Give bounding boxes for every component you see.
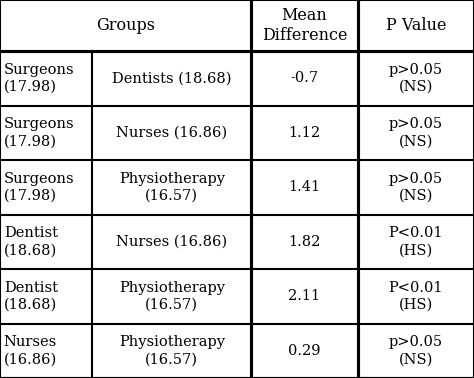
Text: 1.82: 1.82 (288, 235, 321, 249)
Text: p>0.05
(NS): p>0.05 (NS) (389, 117, 443, 149)
Text: Dentists (18.68): Dentists (18.68) (112, 71, 232, 85)
Text: p>0.05
(NS): p>0.05 (NS) (389, 172, 443, 203)
Text: P<0.01
(HS): P<0.01 (HS) (389, 226, 443, 257)
Text: Groups: Groups (96, 17, 155, 34)
Text: Nurses
(16.86): Nurses (16.86) (4, 335, 57, 366)
Text: P<0.01
(HS): P<0.01 (HS) (389, 280, 443, 312)
Text: Mean
Difference: Mean Difference (262, 6, 347, 45)
Text: Nurses (16.86): Nurses (16.86) (116, 235, 228, 249)
Text: Nurses (16.86): Nurses (16.86) (116, 126, 228, 140)
Text: Physiotherapy
(16.57): Physiotherapy (16.57) (119, 335, 225, 366)
Text: p>0.05
(NS): p>0.05 (NS) (389, 63, 443, 94)
Text: 2.11: 2.11 (289, 289, 320, 303)
Text: P Value: P Value (386, 17, 446, 34)
Text: Surgeons
(17.98): Surgeons (17.98) (4, 117, 74, 149)
Text: Dentist
(18.68): Dentist (18.68) (4, 280, 58, 312)
Text: 0.29: 0.29 (288, 344, 321, 358)
Text: Physiotherapy
(16.57): Physiotherapy (16.57) (119, 280, 225, 312)
Text: 1.12: 1.12 (289, 126, 320, 140)
Text: Dentist
(18.68): Dentist (18.68) (4, 226, 58, 257)
Text: Physiotherapy
(16.57): Physiotherapy (16.57) (119, 172, 225, 203)
Text: Surgeons
(17.98): Surgeons (17.98) (4, 63, 74, 94)
Text: -0.7: -0.7 (291, 71, 319, 85)
Text: Surgeons
(17.98): Surgeons (17.98) (4, 172, 74, 203)
Text: 1.41: 1.41 (289, 180, 320, 194)
Text: p>0.05
(NS): p>0.05 (NS) (389, 335, 443, 366)
